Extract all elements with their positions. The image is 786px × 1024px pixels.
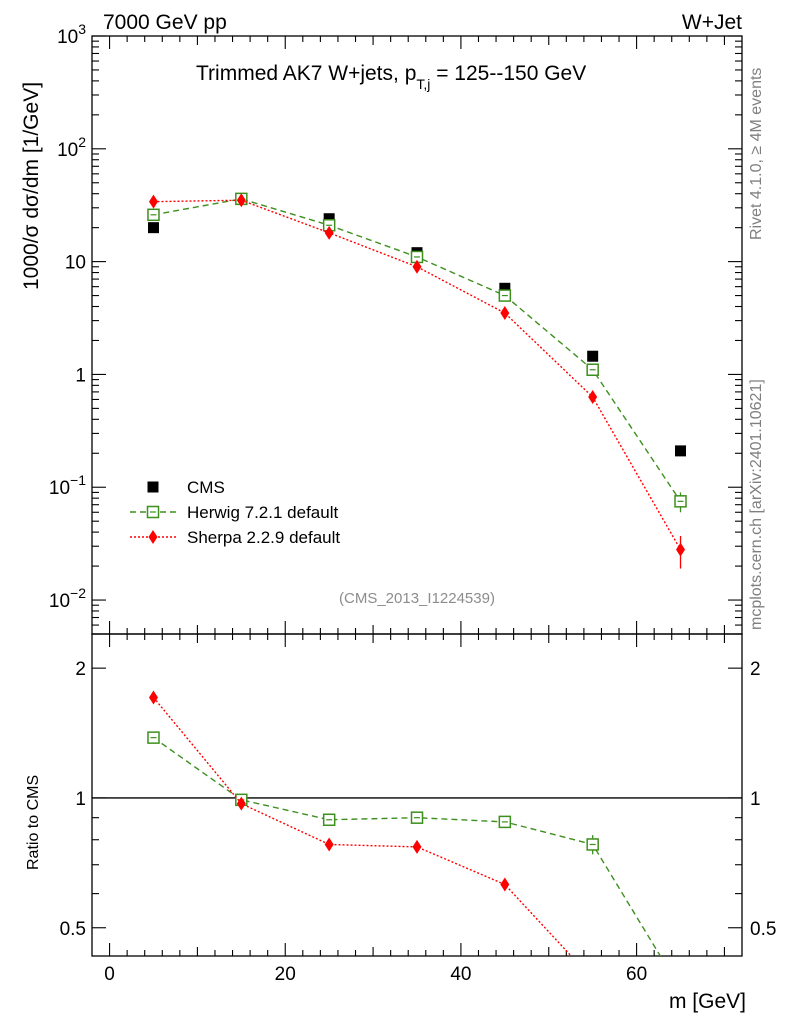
main-series-line <box>153 198 682 502</box>
analysis-id: (CMS_2013_I1224539) <box>339 590 495 607</box>
main-data-point <box>587 350 599 362</box>
ratio-data-point <box>500 877 510 892</box>
y-tick-label: 10 <box>65 253 86 274</box>
plot-title: Trimmed AK7 W+jets, pT,j = 125--150 GeV <box>196 62 586 92</box>
plot-title-main: Trimmed AK7 W+jets, p <box>196 62 416 85</box>
legend-label: Sherpa 2.2.9 default <box>187 528 340 547</box>
ratio-y-tick-label: 0.5 <box>60 919 86 940</box>
legend-item: Herwig 7.2.1 default <box>130 503 338 522</box>
main-data-point <box>499 282 511 294</box>
main-data-point <box>148 194 158 209</box>
x-tick-label: 60 <box>626 964 647 985</box>
ratio-y-tick-label: 2 <box>75 659 86 680</box>
main-data-point <box>324 225 334 240</box>
ratio-y-tick-label: 1 <box>75 789 86 810</box>
x-axis-label: m [GeV] <box>669 990 746 1013</box>
main-data-point <box>675 445 687 457</box>
y-tick-label: 103 <box>57 21 86 48</box>
legend-marker <box>148 530 158 544</box>
x-tick-label: 40 <box>450 964 471 985</box>
y-tick-label: 10−2 <box>49 585 86 612</box>
legend-label: Herwig 7.2.1 default <box>187 503 338 522</box>
main-series-0 <box>147 193 687 457</box>
main-data-point <box>236 193 246 208</box>
legend-label: CMS <box>187 478 225 497</box>
main-data-point <box>676 542 686 557</box>
legend-item: Sherpa 2.2.9 default <box>130 528 340 547</box>
ratio-series-line <box>152 697 573 956</box>
ratio-plot-frame <box>91 633 743 957</box>
y-tick-label: 10−1 <box>49 472 86 499</box>
side-label-rivet: Rivet 4.1.0, ≥ 4M events <box>748 68 765 240</box>
main-series-2 <box>148 193 686 569</box>
legend-marker <box>147 481 159 493</box>
ratio-y-axis-label: Ratio to CMS <box>25 775 42 870</box>
main-data-point <box>323 213 335 225</box>
main-data-point <box>500 306 510 321</box>
header-left: 7000 GeV pp <box>103 11 227 34</box>
main-data-point <box>412 259 422 274</box>
x-tick-label: 20 <box>275 964 296 985</box>
side-label-mcplots: mcplots.cern.ch [arXiv:2401.10621] <box>748 379 765 630</box>
y-tick-label: 102 <box>57 134 86 161</box>
header-right: W+Jet <box>682 11 742 34</box>
ratio-y-tick-label-right: 2 <box>750 659 761 680</box>
legend-item: CMS <box>147 478 225 497</box>
y-tick-label: 1 <box>75 365 86 386</box>
ratio-y-tick-label-right: 1 <box>750 789 761 810</box>
ratio-data-point <box>412 839 422 854</box>
plot-title-sub: T,j <box>416 76 430 92</box>
main-series-1 <box>147 192 687 513</box>
ratio-data-point <box>324 837 334 852</box>
main-data-point <box>147 222 159 234</box>
ratio-y-tick-label-right: 0.5 <box>750 919 776 940</box>
ratio-data-point <box>236 796 246 811</box>
ratio-series-1 <box>148 690 597 986</box>
main-y-axis-label: 1000/σ dσ/dm [1/GeV] <box>20 82 43 290</box>
ratio-data-point <box>148 690 158 705</box>
plot-title-rest: = 125--150 GeV <box>430 62 586 85</box>
ratio-data-point <box>588 972 597 986</box>
x-tick-label: 0 <box>104 964 115 985</box>
main-data-point <box>588 390 598 405</box>
